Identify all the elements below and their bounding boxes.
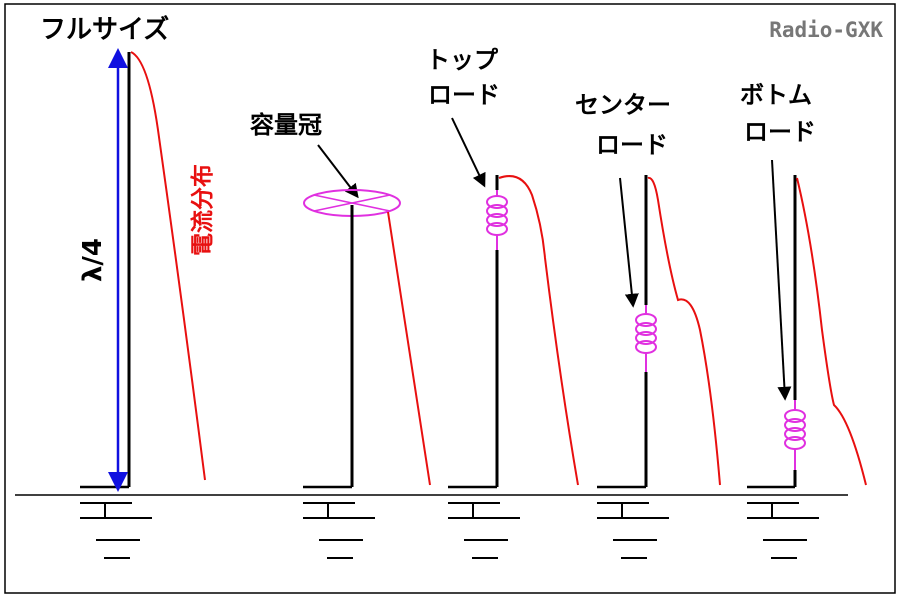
label-full-size: フルサイズ: [40, 14, 169, 45]
watermark-text: Radio-GXK: [769, 18, 883, 42]
label-bottom-load-line1: ボトム: [740, 81, 812, 109]
ground-symbol: [448, 502, 520, 559]
ground-symbol: [597, 502, 669, 559]
loading-coil-icon: [486, 190, 508, 250]
label-center-load-line1: センター: [575, 91, 671, 119]
ground-symbol: [303, 502, 375, 559]
ground-symbol: [747, 502, 819, 559]
current-distribution-label: 電流分布: [189, 164, 216, 256]
label-capacity-hat: 容量冠: [250, 111, 322, 139]
loading-coil-icon: [635, 305, 657, 372]
pointer-arrow: [451, 117, 486, 188]
label-center-load-line2: ロード: [596, 131, 668, 159]
current-distribution-curve: [796, 177, 867, 486]
antenna-center-load: センター ロード: [575, 91, 721, 559]
antenna-bottom-load: ボトム ロード: [740, 81, 867, 559]
label-top-load-line2: ロード: [428, 81, 500, 109]
current-distribution-curve: [498, 175, 579, 486]
current-distribution-curve: [387, 211, 431, 486]
antenna-top-load: トップ ロード: [426, 46, 579, 559]
label-top-load-line1: トップ: [426, 46, 499, 74]
diagram-frame: [4, 3, 896, 594]
pointer-arrow: [619, 177, 639, 308]
loading-coil-icon: [784, 400, 806, 470]
pointer-arrow: [317, 144, 359, 199]
antenna-capacity-hat: 容量冠: [250, 111, 431, 559]
current-distribution-curve: [647, 176, 721, 486]
ground-symbol: [80, 502, 152, 559]
quarter-wave-label: λ/4: [78, 238, 108, 282]
current-distribution-curve: [130, 51, 206, 481]
label-bottom-load-line2: ロード: [744, 118, 816, 146]
antenna-full-size: フルサイズ λ/4 電流分布: [40, 14, 216, 559]
pointer-arrow: [771, 159, 792, 401]
